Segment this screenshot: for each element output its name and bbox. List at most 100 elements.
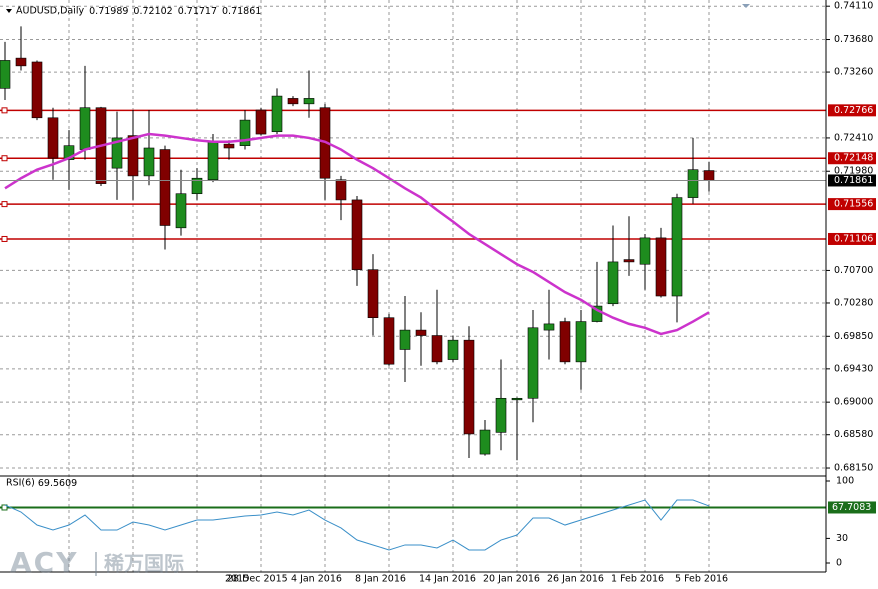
- y-tick-label: 0.70280: [834, 297, 873, 308]
- level-label: 0.72766: [834, 105, 873, 116]
- y-tick-label: 0.74110: [834, 1, 873, 12]
- candle-body: [479, 429, 491, 455]
- shift-marker: [742, 4, 750, 8]
- candle-body: [127, 135, 139, 177]
- level-label-box: [828, 104, 876, 117]
- current-price-label: 0.71861: [834, 175, 873, 186]
- candle-body: [447, 339, 459, 360]
- y-tick-label: 0: [836, 558, 842, 569]
- rsi-value: 69.5609: [38, 478, 77, 489]
- candle-body: [623, 259, 635, 263]
- candle-body: [367, 269, 379, 318]
- marks: [0, 26, 826, 551]
- x-tick-label: 1 Feb 2016: [611, 574, 664, 585]
- candle-body: [47, 117, 59, 159]
- candle-body: [575, 321, 587, 363]
- current-price-box: [828, 174, 876, 187]
- level-label-box: [828, 232, 876, 245]
- watermark: ACY 稀万国际: [10, 546, 184, 579]
- y-tick-label: 0.68580: [834, 429, 873, 440]
- candle-body: [671, 197, 683, 297]
- candle-body: [239, 119, 251, 146]
- y-tick-label: 100: [836, 476, 854, 487]
- y-tick-label: 0.73260: [834, 67, 873, 78]
- chart-title: AUDUSD,Daily 0.71989 0.72102 0.71717 0.71861: [16, 6, 261, 17]
- rsi-title: RSI(6) 69.5609: [6, 478, 77, 489]
- candle-body: [399, 329, 411, 350]
- candle-body: [207, 141, 219, 181]
- candle-body: [527, 327, 539, 399]
- level-label-box: [828, 501, 876, 514]
- watermark-chinese: 稀万国际: [104, 552, 184, 576]
- candle-body: [175, 193, 187, 229]
- candle-body: [639, 237, 651, 265]
- candle-body: [495, 397, 507, 433]
- x-tick-label: 4 Jan 2016: [291, 574, 342, 585]
- candle-body: [287, 98, 299, 105]
- candle-body: [159, 149, 171, 226]
- candle-body: [191, 177, 203, 195]
- candle-body: [15, 57, 27, 67]
- candle-body: [143, 147, 155, 177]
- candle-body: [271, 95, 283, 133]
- candle-body: [463, 339, 475, 435]
- y-tick-label: 0.69430: [834, 363, 873, 374]
- candle-body: [223, 143, 235, 149]
- x-tick-label: 5 Feb 2016: [675, 574, 728, 585]
- level-label: 0.71106: [834, 233, 873, 244]
- moving-average: [4, 132, 710, 336]
- y-tick-label: 0.69000: [834, 397, 873, 408]
- candle-body: [335, 179, 347, 201]
- level-label-box: [828, 152, 876, 165]
- watermark-brand: ACY: [10, 546, 79, 579]
- level-handle: [1, 155, 8, 162]
- level-label-box: [828, 198, 876, 211]
- x-tick-label: 20 Jan 2016: [483, 574, 540, 585]
- candle-body: [111, 137, 123, 169]
- y-tick-label: 0.72410: [834, 132, 873, 143]
- candle-body: [415, 329, 427, 336]
- candle-body: [303, 98, 315, 105]
- level-handle: [1, 504, 8, 511]
- grid: [0, 0, 826, 572]
- candle-body: [31, 61, 43, 119]
- header-value: 0.72102: [133, 6, 172, 17]
- candle-body: [79, 107, 91, 150]
- candle-body: [543, 323, 555, 331]
- y-tick-label: 30: [836, 533, 848, 544]
- candle-body: [255, 109, 267, 135]
- candle-body: [559, 321, 571, 363]
- candle-body: [351, 199, 363, 270]
- x-tick-label: 26 Jan 2016: [547, 574, 604, 585]
- y-tick-label: 0.68150: [834, 463, 873, 474]
- header-value: 0.71717: [178, 6, 217, 17]
- candle-body: [431, 335, 443, 363]
- candle-body: [383, 317, 395, 365]
- candle-body: [687, 169, 699, 198]
- level-handle: [1, 107, 8, 114]
- candle-body: [0, 60, 11, 89]
- candle-body: [655, 237, 667, 297]
- y-tick-label: 0.69850: [834, 331, 873, 342]
- candle-body: [703, 170, 715, 181]
- level-handle: [1, 235, 8, 242]
- level-label: 67.7083: [832, 502, 871, 513]
- candle-body: [607, 261, 619, 305]
- x-tick-label: 2015: [225, 574, 249, 585]
- x-tick-label: 14 Jan 2016: [419, 574, 476, 585]
- level-handle: [1, 201, 8, 208]
- level-label: 0.72148: [834, 153, 873, 164]
- x-tick-label: 28 Dec 2015: [227, 574, 288, 585]
- header-value: 0.71989: [89, 6, 128, 17]
- y-tick-label: 0.70700: [834, 265, 873, 276]
- candle-body: [511, 397, 523, 401]
- x-tick-label: 8 Jan 2016: [355, 574, 406, 585]
- level-label: 0.71556: [834, 199, 873, 210]
- header-value: 0.71861: [222, 6, 261, 17]
- menu-arrow: [6, 9, 12, 13]
- candle-body: [63, 145, 75, 160]
- y-tick-label: 0.71980: [834, 166, 873, 177]
- candle-body: [591, 305, 603, 322]
